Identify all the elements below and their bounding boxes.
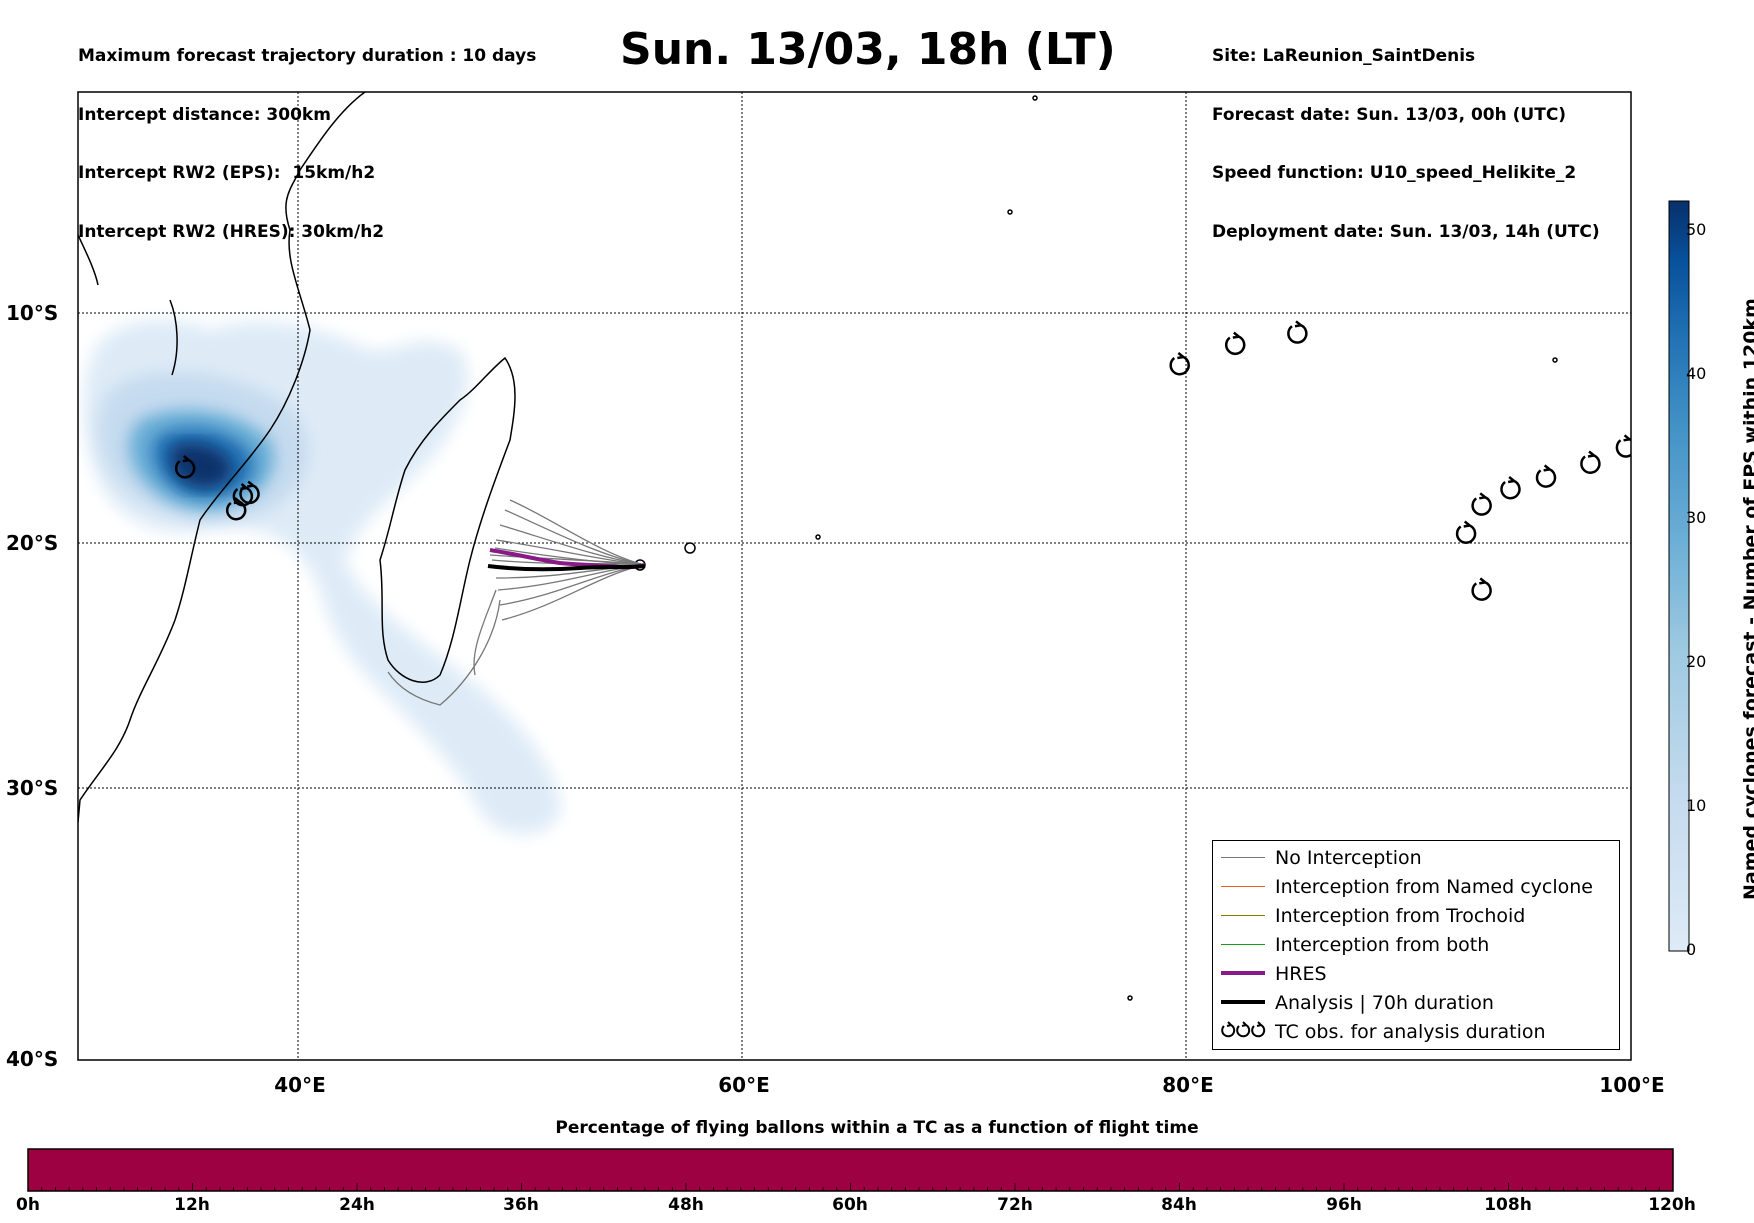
analysis-trajectory: [487, 564, 646, 572]
legend-line: [1221, 915, 1265, 916]
tc-observation-symbol: [239, 480, 260, 505]
legend-line: [1221, 971, 1265, 975]
tc-observation-symbol: [1169, 352, 1190, 376]
bb-tick-84h: 84h: [1161, 1195, 1197, 1215]
tc-observation-symbol: [1580, 450, 1601, 474]
tc-observation-symbol: [1471, 492, 1492, 516]
legend-label: Interception from Named cyclone: [1275, 876, 1593, 898]
tc-observation-symbol: [1615, 434, 1631, 458]
cyclone-density-shading: [83, 319, 560, 835]
legend-label: TC obs. for analysis duration: [1275, 1021, 1546, 1043]
tc-observation-symbol: [226, 497, 247, 521]
tc-observation-symbol: [1287, 320, 1308, 344]
lon-label-60e: 60°E: [718, 1073, 770, 1097]
map-frame: [77, 91, 1632, 1061]
legend-line: [1221, 886, 1265, 887]
colorbar-tick-20: 20: [1686, 652, 1707, 671]
colorbar-label: Named cyclones forecast - Number of EPS …: [1740, 298, 1754, 900]
legend-item-trochoid: Interception from Trochoid: [1213, 903, 1619, 929]
legend-line: [1221, 1000, 1265, 1004]
colorbar: [1668, 200, 1690, 952]
bottom-bar: [27, 1148, 1674, 1192]
header-speed-function: Speed function: U10_speed_Helikite_2: [1212, 163, 1577, 183]
header-deployment-date: Deployment date: Sun. 13/03, 14h (UTC): [1212, 221, 1600, 242]
lat-label-30s: 30°S: [6, 776, 59, 800]
bb-tick-108h: 108h: [1484, 1195, 1532, 1215]
lon-label-40e: 40°E: [274, 1073, 326, 1097]
header-forecast-date: Forecast date: Sun. 13/03, 00h (UTC): [1212, 104, 1567, 125]
lon-label-100e: 100°E: [1599, 1073, 1665, 1097]
bb-tick-120h: 120h: [1648, 1195, 1696, 1215]
header-intercept-distance: Intercept distance: 300km: [78, 104, 331, 125]
legend-label: Interception from both: [1275, 934, 1490, 956]
legend-item-both: Interception from both: [1213, 932, 1619, 958]
bottom-bar-title: Percentage of flying ballons within a TC…: [555, 1118, 1199, 1138]
tc-observation-symbol: [1455, 520, 1477, 544]
legend-line: [1221, 857, 1265, 858]
legend-item-named-cyclone: Interception from Named cyclone: [1213, 874, 1619, 900]
legend-line: [1221, 944, 1265, 945]
legend-item-tc-obs: TC obs. for analysis duration: [1213, 1019, 1619, 1045]
colorbar-tick-30: 30: [1686, 508, 1707, 527]
lat-label-20s: 20°S: [6, 531, 59, 555]
legend-label: Analysis | 70h duration: [1275, 992, 1494, 1014]
map-title: Sun. 13/03, 18h (LT): [620, 24, 1116, 75]
colorbar-tick-0: 0: [1686, 940, 1697, 959]
colorbar-tick-50: 50: [1686, 220, 1707, 239]
tc-symbols-icon: [1221, 1021, 1266, 1038]
legend-item-analysis: Analysis | 70h duration: [1213, 990, 1619, 1016]
legend-item-no-interception: No Interception: [1213, 845, 1619, 871]
bottom-bar-ticks: [27, 1183, 1674, 1191]
tc-observation-symbol: [1500, 476, 1521, 500]
legend-label: HRES: [1275, 963, 1327, 985]
tc-observation-symbol: [1471, 577, 1492, 601]
header-duration: Maximum forecast trajectory duration : 1…: [78, 46, 537, 66]
map-grid: [78, 92, 1631, 1060]
legend-label: No Interception: [1275, 847, 1422, 869]
lat-label-40s: 40°S: [6, 1047, 59, 1071]
header-intercept-eps: Intercept RW2 (EPS): 15km/h2: [78, 163, 376, 183]
bb-tick-72h: 72h: [997, 1195, 1033, 1215]
lat-label-10s: 10°S: [6, 301, 59, 325]
colorbar-tick-40: 40: [1686, 364, 1707, 383]
legend-label: Interception from Trochoid: [1275, 905, 1526, 927]
coastlines: [78, 92, 1558, 1001]
bb-tick-96h: 96h: [1326, 1195, 1362, 1215]
tc-observation-symbol: [174, 455, 196, 479]
tc-observation-symbol: [1535, 464, 1557, 488]
bb-tick-36h: 36h: [503, 1195, 539, 1215]
bb-tick-0h: 0h: [16, 1195, 40, 1215]
tc-observations: [174, 320, 1631, 601]
bb-tick-12h: 12h: [174, 1195, 210, 1215]
header-site: Site: LaReunion_SaintDenis: [1212, 46, 1476, 66]
bb-tick-60h: 60h: [832, 1195, 868, 1215]
tc-observation-symbol: [1225, 331, 1246, 356]
map-legend: No Interception Interception from Named …: [1212, 840, 1620, 1050]
legend-item-hres: HRES: [1213, 961, 1619, 987]
bb-tick-24h: 24h: [339, 1195, 375, 1215]
colorbar-tick-10: 10: [1686, 796, 1707, 815]
lon-label-80e: 80°E: [1162, 1073, 1214, 1097]
header-intercept-hres: Intercept RW2 (HRES): 30km/h2: [78, 221, 385, 242]
bb-tick-48h: 48h: [668, 1195, 704, 1215]
